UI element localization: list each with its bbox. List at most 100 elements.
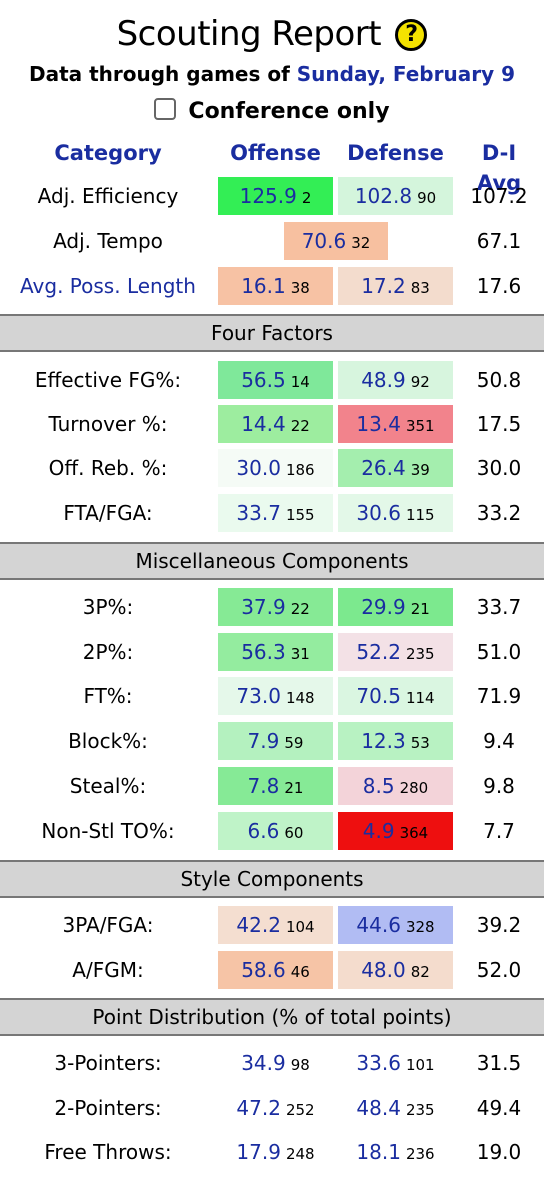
offense-cell: 34.9 98 [218,1044,333,1082]
defense-rank: 82 [410,963,430,981]
d1-avg-value: 67.1 [476,229,522,253]
tempo-value: 70.6 [301,229,347,253]
defense-rank: 328 [405,918,435,936]
table-row: Off. Reb. %: 30.0 186 26.4 39 30.0 [0,449,544,487]
defense-value: 44.6 [356,913,401,937]
table-row: FTA/FGA: 33.7 155 30.6 115 33.2 [0,494,544,532]
defense-rank: 39 [410,461,430,479]
defense-cell: 4.9 364 [338,812,453,850]
help-icon[interactable]: ? [395,19,428,51]
offense-value: 56.3 [241,640,286,664]
d1-avg-value: 49.4 [476,1096,522,1120]
offense-value: 33.7 [236,501,281,525]
column-header-offense[interactable]: Offense [230,141,321,165]
offense-rank: 104 [285,918,315,936]
section-header-point-distribution: Point Distribution (% of total points) [0,998,544,1036]
offense-value: 73.0 [236,684,281,708]
page-title-row: Scouting Report ? [0,12,544,56]
row-label: Adj. Tempo [53,229,163,253]
d1-avg-value: 17.5 [476,412,522,436]
offense-value: 34.9 [241,1051,286,1075]
row-label: Off. Reb. %: [48,456,168,480]
row-label: FTA/FGA: [63,501,153,525]
data-through-line: Data through games of Sunday, February 9 [0,60,544,88]
column-header-defense[interactable]: Defense [347,141,444,165]
defense-rank: 92 [410,373,430,391]
d1-avg-value: 39.2 [476,913,522,937]
offense-cell: 42.2 104 [218,906,333,944]
tempo-cell: 70.6 32 [284,222,388,260]
d1-avg-value: 33.7 [476,595,522,619]
defense-cell: 13.4 351 [338,405,453,443]
defense-value: 18.1 [356,1140,401,1164]
defense-rank: 53 [410,734,430,752]
offense-value: 30.0 [236,456,281,480]
row-label: FT%: [83,684,133,708]
d1-avg-value: 31.5 [476,1051,522,1075]
offense-rank: 38 [290,279,310,297]
offense-value: 16.1 [241,274,286,298]
offense-rank: 60 [284,824,304,842]
row-label: Effective FG%: [34,368,182,392]
offense-value: 37.9 [241,595,286,619]
table-row: A/FGM: 58.6 46 48.0 82 52.0 [0,951,544,989]
defense-cell: 48.0 82 [338,951,453,989]
defense-value: 33.6 [356,1051,401,1075]
defense-value: 70.5 [356,684,401,708]
table-row: 3P%: 37.9 22 29.9 21 33.7 [0,588,544,626]
row-label: 2P%: [82,640,134,664]
defense-cell: 29.9 21 [338,588,453,626]
d1-avg-value: 9.4 [483,729,515,753]
defense-cell: 8.5 280 [338,767,453,805]
offense-value: 58.6 [241,958,286,982]
offense-rank: 31 [290,645,310,663]
offense-rank: 21 [284,779,304,797]
offense-rank: 155 [285,506,315,524]
offense-cell: 14.4 22 [218,405,333,443]
offense-cell: 33.7 155 [218,494,333,532]
defense-rank: 351 [405,417,435,435]
conference-only-toggle[interactable]: Conference only [0,96,544,128]
offense-cell: 30.0 186 [218,449,333,487]
offense-value: 42.2 [236,913,281,937]
offense-cell: 56.5 14 [218,361,333,399]
row-label-link[interactable]: Avg. Poss. Length [20,274,196,298]
d1-avg-value: 107.2 [470,184,528,208]
row-label: 2-Pointers: [54,1096,162,1120]
defense-rank: 83 [410,279,430,297]
table-row: Effective FG%: 56.5 14 48.9 92 50.8 [0,361,544,399]
offense-rank: 248 [285,1145,315,1163]
offense-cell: 6.6 60 [218,812,333,850]
row-label: Turnover %: [48,412,168,436]
column-header-d1-avg[interactable]: D-I Avg [476,141,522,195]
defense-value: 52.2 [356,640,401,664]
column-header-category[interactable]: Category [54,141,162,165]
defense-rank: 235 [405,645,435,663]
offense-cell: 125.9 2 [218,177,333,215]
row-label: 3-Pointers: [54,1051,162,1075]
table-row: Free Throws: 17.9 248 18.1 236 19.0 [0,1133,544,1171]
subtitle-date-link[interactable]: Sunday, February 9 [296,62,515,86]
defense-value: 4.9 [362,819,395,843]
conference-only-checkbox[interactable] [154,98,177,120]
defense-value: 48.0 [361,958,406,982]
table-row: Steal%: 7.8 21 8.5 280 9.8 [0,767,544,805]
defense-rank: 280 [399,779,429,797]
d1-avg-value: 9.8 [483,774,515,798]
defense-cell: 48.9 92 [338,361,453,399]
defense-value: 48.9 [361,368,406,392]
offense-rank: 14 [290,373,310,391]
tempo-rank: 32 [351,234,371,252]
defense-rank: 115 [405,506,435,524]
table-row: 3-Pointers: 34.9 98 33.6 101 31.5 [0,1044,544,1082]
offense-value: 17.9 [236,1140,281,1164]
defense-rank: 90 [417,189,437,207]
defense-value: 29.9 [361,595,406,619]
offense-rank: 46 [290,963,310,981]
row-label: Adj. Efficiency [37,184,179,208]
defense-cell: 44.6 328 [338,906,453,944]
offense-rank: 59 [284,734,304,752]
offense-rank: 98 [290,1056,310,1074]
table-row: Block%: 7.9 59 12.3 53 9.4 [0,722,544,760]
section-header-misc: Miscellaneous Components [0,542,544,580]
